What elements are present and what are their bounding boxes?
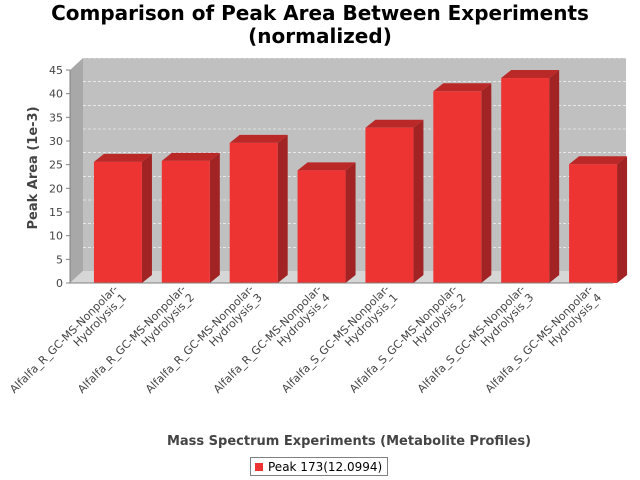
x-tick-label-line: Alfalfa_R_GC-MS-Nonpolar- — [7, 282, 120, 395]
y-tick-label: 15 — [49, 206, 63, 219]
y-tick-label: 40 — [49, 88, 63, 101]
y-tick-label: 35 — [49, 111, 63, 124]
x-tick-label-line: Alfalfa_S_GC-MS-Nonpolar- — [279, 283, 392, 396]
x-tick-label-line: Alfalfa_R_GC-MS-Nonpolar- — [211, 282, 324, 395]
legend-label: Peak 173(12.0994) — [268, 459, 383, 474]
bar-side — [209, 152, 220, 283]
bar — [569, 156, 628, 283]
bar-side — [413, 119, 424, 283]
bar-side — [277, 134, 288, 283]
chart-title-line-2: (normalized) — [248, 24, 392, 48]
bar — [365, 119, 424, 283]
bar-side — [617, 156, 628, 283]
x-tick-labels: Alfalfa_R_GC-MS-Nonpolar-Hydrolysis_1Alf… — [7, 282, 604, 404]
chart-title: Comparison of Peak Area Between Experime… — [0, 2, 640, 48]
chart-title-line-1: Comparison of Peak Area Between Experime… — [51, 1, 589, 25]
y-tick-label: 10 — [49, 230, 63, 243]
bar-top — [93, 153, 152, 162]
bar-side — [549, 70, 560, 284]
bar-front — [229, 142, 278, 283]
bar — [161, 152, 220, 283]
bar-front — [433, 91, 482, 283]
bar-side — [345, 162, 356, 283]
bar-top — [161, 152, 220, 161]
legend-swatch — [255, 462, 263, 471]
bar — [229, 134, 288, 283]
bar-front — [569, 164, 618, 283]
x-tick-label: Alfalfa_R_GC-MS-Nonpolar-Hydrolysis_1 — [7, 282, 129, 404]
bar-top — [229, 134, 288, 143]
bar-top — [433, 83, 492, 92]
x-tick-label-line: Alfalfa_S_GC-MS-Nonpolar- — [347, 283, 460, 396]
plot-left-wall — [70, 58, 83, 283]
bar-side — [141, 153, 152, 283]
axes — [69, 70, 613, 284]
y-tick-label: 5 — [56, 253, 63, 266]
y-tick-label: 25 — [49, 159, 63, 172]
legend: Peak 173(12.0994) — [250, 457, 389, 476]
x-tick-label-line: Alfalfa_S_GC-MS-Nonpolar- — [483, 283, 596, 396]
x-tick-label-line: Alfalfa_R_GC-MS-Nonpolar- — [143, 282, 256, 395]
bar — [433, 83, 492, 283]
bars — [93, 70, 628, 284]
bar-top — [297, 162, 356, 171]
bar-front — [501, 78, 550, 284]
x-axis-label: Mass Spectrum Experiments (Metabolite Pr… — [167, 434, 531, 449]
bar-front — [161, 160, 210, 283]
y-tick-label: 30 — [49, 135, 63, 148]
y-tick-label: 0 — [56, 277, 63, 290]
x-tick-label-line: Alfalfa_R_GC-MS-Nonpolar- — [75, 282, 188, 395]
bar-top — [569, 156, 628, 165]
bar-top — [365, 119, 424, 128]
bar — [501, 70, 560, 284]
bar-front — [93, 161, 142, 283]
x-tick-label-line: Alfalfa_S_GC-MS-Nonpolar- — [415, 283, 528, 396]
bar-front — [297, 170, 346, 283]
bar-top — [501, 70, 560, 79]
bar-front — [365, 127, 414, 283]
y-tick-label: 45 — [49, 64, 63, 77]
y-tick-labels: 0 5 10 15 20 25 30 35 40 45 — [49, 64, 70, 290]
bar — [93, 153, 152, 283]
y-tick-label: 20 — [49, 182, 63, 195]
bar-side — [481, 83, 492, 283]
y-axis-label: Peak Area (1e-3) — [26, 106, 41, 229]
bar — [297, 162, 356, 283]
